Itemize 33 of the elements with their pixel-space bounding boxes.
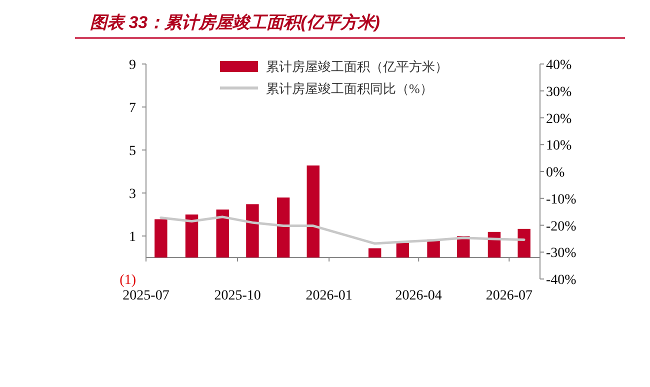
bar: [185, 214, 198, 258]
y2-tick-label: 0%: [546, 166, 565, 180]
y-tick-label: 3: [129, 187, 136, 202]
y2-tick-label: 30%: [546, 84, 572, 100]
bar: [306, 165, 320, 258]
x-tick-label: 2025-07: [122, 288, 170, 304]
x-tick-label: 2026-01: [306, 288, 352, 304]
x-tick-label: 2026-04: [395, 288, 442, 304]
y-tick-label: 9: [129, 58, 136, 73]
y2-tick-label: -10%: [546, 192, 577, 208]
bar: [154, 219, 168, 258]
y-tick-label: (1): [120, 273, 136, 288]
y2-tick-label: 40%: [546, 58, 572, 73]
y2-tick-label: -20%: [546, 219, 577, 234]
bar: [276, 198, 290, 258]
y2-tick-label: -30%: [546, 246, 577, 262]
bar: [246, 204, 259, 258]
y2-tick-label: 20%: [546, 112, 572, 127]
y2-tick-label: 10%: [546, 138, 572, 154]
legend-label: 累计房屋竣工面积同比（%）: [266, 81, 433, 96]
bar: [518, 228, 530, 258]
line-series: [160, 216, 526, 245]
x-tick-label: 2026-07: [486, 288, 532, 304]
bar: [396, 242, 410, 258]
bar: [368, 248, 382, 258]
y-tick-label: 5: [129, 144, 136, 159]
legend-label: 累计房屋竣工面积（亿平方米）: [266, 59, 448, 74]
y-tick-label: 1: [129, 230, 136, 245]
y-tick-label: 7: [129, 101, 136, 116]
y2-tick-label: -40%: [546, 273, 577, 288]
chart-title: 图表 33：累计房屋竣工面积(亿平方米): [90, 13, 380, 32]
bar: [216, 210, 229, 258]
x-tick-label: 2025-10: [214, 288, 261, 304]
